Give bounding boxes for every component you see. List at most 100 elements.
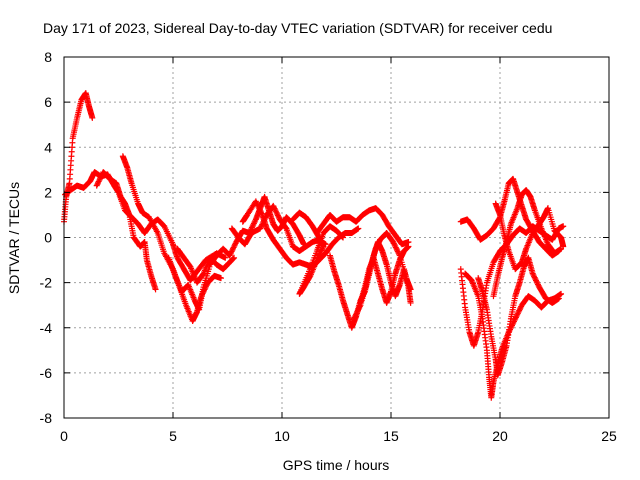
x-tick-label: 5	[169, 428, 177, 444]
data-point	[159, 221, 166, 228]
data-point	[355, 306, 362, 313]
data-point	[255, 203, 262, 210]
data-point	[250, 220, 257, 227]
data-point	[391, 241, 398, 248]
axis-ticks: 0 5 10 15 20 25 -8 -6 -4 -2 0 2 4 6 8	[40, 49, 617, 444]
data-point	[89, 114, 96, 121]
data-point	[339, 233, 346, 240]
data-point	[314, 255, 321, 262]
data-point	[97, 174, 104, 181]
data-point	[517, 304, 524, 311]
series-trace-q	[475, 254, 562, 379]
series-trace-s	[490, 187, 565, 300]
y-tick-label: -4	[40, 320, 53, 336]
data-point	[258, 209, 265, 216]
data-point	[253, 199, 260, 206]
data-point	[254, 201, 261, 208]
data-point	[226, 252, 233, 259]
data-point	[257, 224, 264, 231]
data-point	[529, 270, 536, 277]
data-point	[230, 244, 237, 251]
data-point	[514, 310, 521, 317]
data-point	[254, 202, 261, 209]
data-point	[258, 210, 265, 217]
data-point	[407, 286, 414, 293]
data-point	[516, 307, 523, 314]
y-tick-label: 8	[44, 49, 52, 65]
data-point	[407, 299, 414, 306]
data-point	[516, 306, 523, 313]
data-point	[229, 245, 236, 252]
data-point	[530, 271, 537, 278]
data-point	[390, 240, 397, 247]
series-trace-h	[239, 198, 362, 270]
data-point	[272, 206, 279, 213]
x-tick-label: 20	[492, 428, 508, 444]
data-point	[352, 311, 359, 318]
series-trace-g	[228, 202, 329, 255]
data-point	[95, 179, 102, 186]
data-point	[390, 239, 397, 246]
data-point	[252, 198, 259, 205]
data-point	[229, 247, 236, 254]
series-trace-f	[174, 245, 238, 286]
x-tick-label: 25	[601, 428, 617, 444]
y-tick-label: -2	[40, 275, 53, 291]
data-point	[282, 224, 289, 231]
data-point	[405, 243, 412, 250]
data-point	[251, 219, 258, 226]
data-point	[229, 256, 236, 263]
y-tick-label: 6	[44, 94, 52, 110]
data-point	[270, 204, 277, 211]
data-point	[231, 243, 238, 250]
data-point	[514, 311, 521, 318]
chart-title: Day 171 of 2023, Sidereal Day-to-day VTE…	[43, 20, 552, 36]
data-point	[511, 317, 518, 324]
data-point	[534, 280, 541, 287]
data-point	[217, 275, 224, 282]
series-trace-m	[350, 229, 414, 322]
x-axis-label: GPS time / hours	[283, 457, 390, 473]
data-point	[560, 223, 567, 230]
data-point	[534, 281, 541, 288]
y-axis-label: SDTVAR / TECUs	[6, 182, 22, 294]
data-point	[230, 255, 237, 262]
data-point	[393, 245, 400, 252]
data-point	[98, 173, 105, 180]
data-point	[256, 206, 263, 213]
data-point	[250, 221, 257, 228]
data-point	[531, 273, 538, 280]
data-point	[95, 178, 102, 185]
data-point	[532, 276, 539, 283]
data-point	[513, 313, 520, 320]
x-tick-label: 15	[383, 428, 399, 444]
data-point	[271, 205, 278, 212]
data-point	[352, 313, 359, 320]
data-point	[274, 211, 281, 218]
data-point	[93, 182, 100, 189]
data-point	[532, 277, 539, 284]
data-point	[338, 233, 345, 240]
data-point	[558, 245, 565, 252]
data-point	[96, 175, 103, 182]
data-point	[555, 295, 562, 302]
data-point	[512, 314, 519, 321]
data-point	[222, 254, 229, 261]
x-tick-label: 0	[60, 428, 68, 444]
data-point	[231, 241, 238, 248]
data-point	[515, 308, 522, 315]
y-tick-label: 4	[44, 139, 52, 155]
data-point	[356, 304, 363, 311]
data-point	[320, 243, 327, 250]
series-trace-c	[93, 169, 159, 293]
data-point	[257, 207, 264, 214]
data-point	[256, 205, 263, 212]
data-point	[275, 213, 282, 220]
data-point	[353, 310, 360, 317]
data-point	[317, 248, 324, 255]
data-point	[394, 248, 401, 255]
data-point	[316, 251, 323, 258]
data-point	[96, 177, 103, 184]
data-point	[558, 290, 565, 297]
